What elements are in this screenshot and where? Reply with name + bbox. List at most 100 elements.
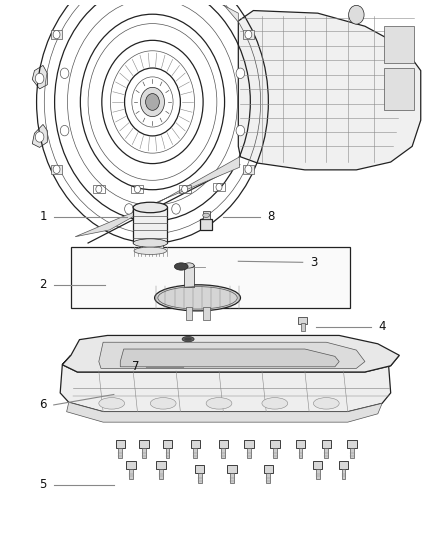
- Circle shape: [35, 73, 44, 84]
- Bar: [321, 440, 331, 448]
- Bar: [166, 448, 170, 458]
- Bar: [116, 440, 125, 448]
- Polygon shape: [243, 30, 254, 39]
- Ellipse shape: [262, 398, 288, 409]
- Bar: [203, 211, 209, 220]
- Bar: [194, 448, 198, 458]
- Bar: [139, 440, 148, 448]
- Bar: [142, 239, 163, 251]
- Ellipse shape: [150, 398, 176, 409]
- Polygon shape: [32, 124, 47, 148]
- Ellipse shape: [184, 337, 192, 341]
- Bar: [325, 448, 328, 458]
- Circle shape: [53, 30, 60, 39]
- Circle shape: [60, 125, 69, 136]
- Bar: [142, 448, 146, 458]
- Bar: [219, 440, 228, 448]
- Polygon shape: [238, 11, 421, 170]
- Polygon shape: [51, 165, 62, 174]
- Bar: [296, 440, 305, 448]
- Circle shape: [245, 165, 252, 174]
- Bar: [184, 265, 194, 287]
- Bar: [298, 317, 307, 324]
- Circle shape: [349, 5, 364, 24]
- Bar: [195, 465, 205, 473]
- Ellipse shape: [174, 263, 188, 270]
- Text: 1: 1: [39, 211, 47, 223]
- Bar: [384, 68, 414, 110]
- Polygon shape: [67, 402, 382, 422]
- Bar: [200, 220, 212, 230]
- Polygon shape: [60, 356, 399, 411]
- Bar: [316, 469, 320, 479]
- Polygon shape: [140, 0, 238, 22]
- Bar: [227, 465, 237, 473]
- Bar: [191, 440, 200, 448]
- Bar: [230, 473, 234, 483]
- Bar: [313, 461, 322, 469]
- Bar: [203, 307, 209, 320]
- Text: 6: 6: [39, 399, 47, 411]
- Polygon shape: [62, 335, 399, 372]
- Text: 8: 8: [267, 211, 274, 223]
- Polygon shape: [243, 165, 254, 174]
- Bar: [133, 207, 167, 243]
- Bar: [186, 307, 192, 320]
- Text: 7: 7: [131, 360, 139, 373]
- Ellipse shape: [99, 398, 124, 409]
- Circle shape: [245, 30, 252, 39]
- Circle shape: [125, 204, 133, 214]
- Bar: [126, 461, 136, 469]
- Circle shape: [236, 125, 245, 136]
- Circle shape: [182, 185, 187, 193]
- Bar: [247, 448, 251, 458]
- Bar: [244, 440, 254, 448]
- Circle shape: [149, 241, 155, 248]
- Bar: [179, 185, 191, 193]
- Circle shape: [216, 183, 222, 191]
- Text: 4: 4: [378, 320, 386, 333]
- Bar: [342, 469, 346, 479]
- Ellipse shape: [182, 336, 194, 342]
- Circle shape: [96, 185, 102, 193]
- Text: 5: 5: [39, 478, 47, 491]
- Ellipse shape: [133, 202, 167, 213]
- Bar: [156, 461, 166, 469]
- Polygon shape: [32, 66, 47, 89]
- Circle shape: [236, 68, 245, 78]
- Bar: [129, 469, 133, 479]
- Bar: [264, 465, 273, 473]
- Text: 2: 2: [39, 278, 47, 291]
- Bar: [71, 247, 350, 308]
- Bar: [300, 324, 305, 331]
- Circle shape: [141, 87, 165, 117]
- Circle shape: [172, 204, 180, 214]
- Polygon shape: [51, 30, 62, 39]
- Text: 3: 3: [310, 256, 317, 269]
- Circle shape: [35, 132, 44, 142]
- Ellipse shape: [184, 263, 194, 268]
- Bar: [159, 469, 163, 479]
- Bar: [350, 448, 354, 458]
- Ellipse shape: [155, 285, 240, 311]
- Bar: [198, 473, 201, 483]
- Bar: [221, 448, 225, 458]
- Circle shape: [60, 68, 69, 78]
- Bar: [339, 461, 348, 469]
- Bar: [347, 440, 357, 448]
- Bar: [273, 448, 277, 458]
- Circle shape: [53, 165, 60, 174]
- Bar: [118, 448, 122, 458]
- Bar: [266, 473, 270, 483]
- Bar: [163, 440, 172, 448]
- Bar: [384, 26, 414, 63]
- Bar: [213, 183, 225, 191]
- Circle shape: [134, 185, 141, 193]
- Ellipse shape: [134, 247, 166, 254]
- Bar: [93, 185, 105, 193]
- Circle shape: [145, 94, 159, 110]
- Polygon shape: [75, 157, 240, 237]
- Ellipse shape: [206, 398, 232, 409]
- Bar: [131, 185, 144, 193]
- Bar: [299, 448, 303, 458]
